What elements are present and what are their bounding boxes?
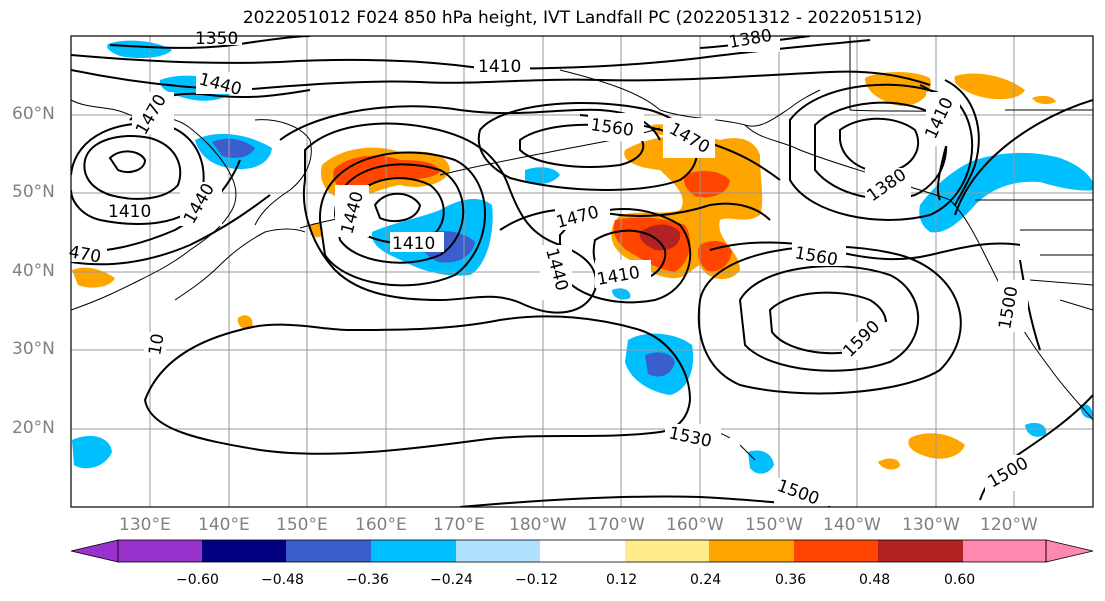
colorbar-tick-label: 0.48 bbox=[859, 572, 891, 588]
contour-1470-west bbox=[71, 194, 271, 266]
colorbar-segment bbox=[963, 540, 1046, 562]
colorbar-segment bbox=[625, 540, 709, 562]
negative-anomaly-hawaii-north-core bbox=[645, 352, 675, 377]
positive-anomaly-nw-canada-2 bbox=[954, 73, 1025, 100]
map-frame bbox=[70, 35, 1094, 508]
lat-label: 20°N bbox=[12, 418, 55, 438]
asia-coast bbox=[71, 99, 237, 311]
colorbar-tick-label: 0.12 bbox=[606, 572, 638, 588]
contour-label: 1410 bbox=[108, 202, 151, 222]
contour-label: 470 bbox=[67, 242, 102, 267]
contour-high-sub bbox=[738, 265, 920, 372]
contour-low-aleutian-outer bbox=[302, 122, 597, 314]
contour-low-aleutian-inner bbox=[373, 192, 422, 223]
colorbar-segment bbox=[878, 540, 963, 562]
negative-anomaly-japan-north-core bbox=[212, 138, 255, 158]
lon-label: 160°W bbox=[666, 515, 724, 535]
positive-anomaly-max bbox=[639, 224, 681, 251]
kamchatka-coast bbox=[254, 119, 312, 226]
lon-label: 130°W bbox=[902, 515, 960, 535]
contour-label: 1410 bbox=[478, 57, 521, 77]
lon-label: 170°E bbox=[433, 515, 485, 535]
negative-anomaly-top-left bbox=[107, 40, 172, 58]
alaska-southeast-coast bbox=[744, 124, 951, 201]
colorbar-tick-label: −0.36 bbox=[346, 572, 389, 588]
colorbar-tick-label: −0.60 bbox=[176, 572, 219, 588]
contour-high-ne-inner bbox=[839, 117, 920, 174]
negative-anomaly-bc-coast bbox=[919, 152, 1093, 233]
colorbar-tick-label: 0.24 bbox=[690, 572, 722, 588]
lon-label: 170°W bbox=[587, 515, 645, 535]
negative-anomaly-small-2 bbox=[748, 450, 774, 474]
lon-label: 120°W bbox=[980, 515, 1038, 535]
colorbar-tick-label: −0.48 bbox=[261, 572, 304, 588]
colorbar-segment bbox=[709, 540, 794, 562]
lat-label: 50°N bbox=[12, 182, 55, 202]
lon-label: 150°W bbox=[745, 515, 803, 535]
colorbar-tick-label: 0.60 bbox=[944, 572, 976, 588]
lon-label: 130°E bbox=[119, 515, 171, 535]
colorbar-segment bbox=[286, 540, 371, 562]
lon-label: 150°E bbox=[276, 515, 328, 535]
contour-1560-mid bbox=[709, 241, 1021, 261]
lon-label: 140°E bbox=[198, 515, 250, 535]
positive-anomaly-coast-core bbox=[684, 170, 730, 198]
contour-label: 10 bbox=[145, 332, 168, 357]
lat-label: 60°N bbox=[12, 104, 55, 124]
negative-anomaly-small-4 bbox=[1025, 422, 1047, 437]
contour-low-aleutian bbox=[349, 177, 445, 245]
map-title: 2022051012 F024 850 hPa height, IVT Land… bbox=[242, 8, 923, 28]
positive-anomaly-hawaii-east bbox=[908, 433, 965, 459]
colorbar-segment bbox=[540, 540, 625, 562]
states-lines bbox=[1020, 229, 1093, 311]
contour-high-ne bbox=[814, 101, 948, 200]
japan-islands bbox=[174, 228, 306, 301]
colorbar-extend-low bbox=[70, 539, 119, 563]
contour-low-gulf-inner bbox=[519, 123, 645, 168]
contour-low-aleutian-3 bbox=[318, 151, 486, 287]
contour-low-gulf bbox=[477, 102, 698, 191]
colorbar bbox=[70, 539, 1094, 563]
positive-anomaly-japan bbox=[72, 267, 115, 288]
lat-label: 40°N bbox=[12, 261, 55, 281]
colorbar-tick-label: −0.12 bbox=[515, 572, 558, 588]
contour-1530 bbox=[143, 315, 692, 455]
colorbar-tick-label: 0.36 bbox=[775, 572, 807, 588]
contour-1500-right bbox=[1019, 259, 1041, 351]
negative-anomaly-small-1 bbox=[72, 436, 112, 469]
colorbar-segment bbox=[118, 540, 202, 562]
alaska-coast bbox=[559, 69, 821, 127]
contour-1470-ne bbox=[954, 99, 1093, 216]
lon-label: 140°W bbox=[823, 515, 881, 535]
colorbar-segment bbox=[456, 540, 540, 562]
colorbar-outline bbox=[117, 539, 1047, 563]
colorbar-segment bbox=[202, 540, 286, 562]
lon-label: 180°W bbox=[509, 515, 567, 535]
contour-low-west-inner bbox=[108, 150, 147, 173]
positive-anomaly-south-core bbox=[698, 240, 732, 272]
contour-label: 1410 bbox=[392, 234, 435, 254]
contour-label: 1350 bbox=[195, 29, 238, 49]
positive-anomaly-small-2 bbox=[237, 315, 253, 330]
contour-1470-mid bbox=[499, 202, 771, 231]
colorbar-extend-high bbox=[1045, 539, 1094, 563]
contour-low-aleutian-2 bbox=[333, 163, 465, 264]
colorbar-segment bbox=[371, 540, 456, 562]
lat-label: 30°N bbox=[12, 339, 55, 359]
contour-low-west bbox=[83, 135, 182, 200]
colorbar-segment bbox=[794, 540, 878, 562]
contour-high-ne-outer bbox=[789, 83, 974, 221]
positive-anomaly-small-3 bbox=[878, 458, 900, 470]
contour-low-south-2 bbox=[559, 208, 692, 304]
positive-anomaly-small-5 bbox=[1032, 95, 1056, 105]
colorbar-tick-label: −0.24 bbox=[430, 572, 473, 588]
contour-1440-ne bbox=[944, 79, 980, 206]
lon-label: 160°E bbox=[355, 515, 407, 535]
